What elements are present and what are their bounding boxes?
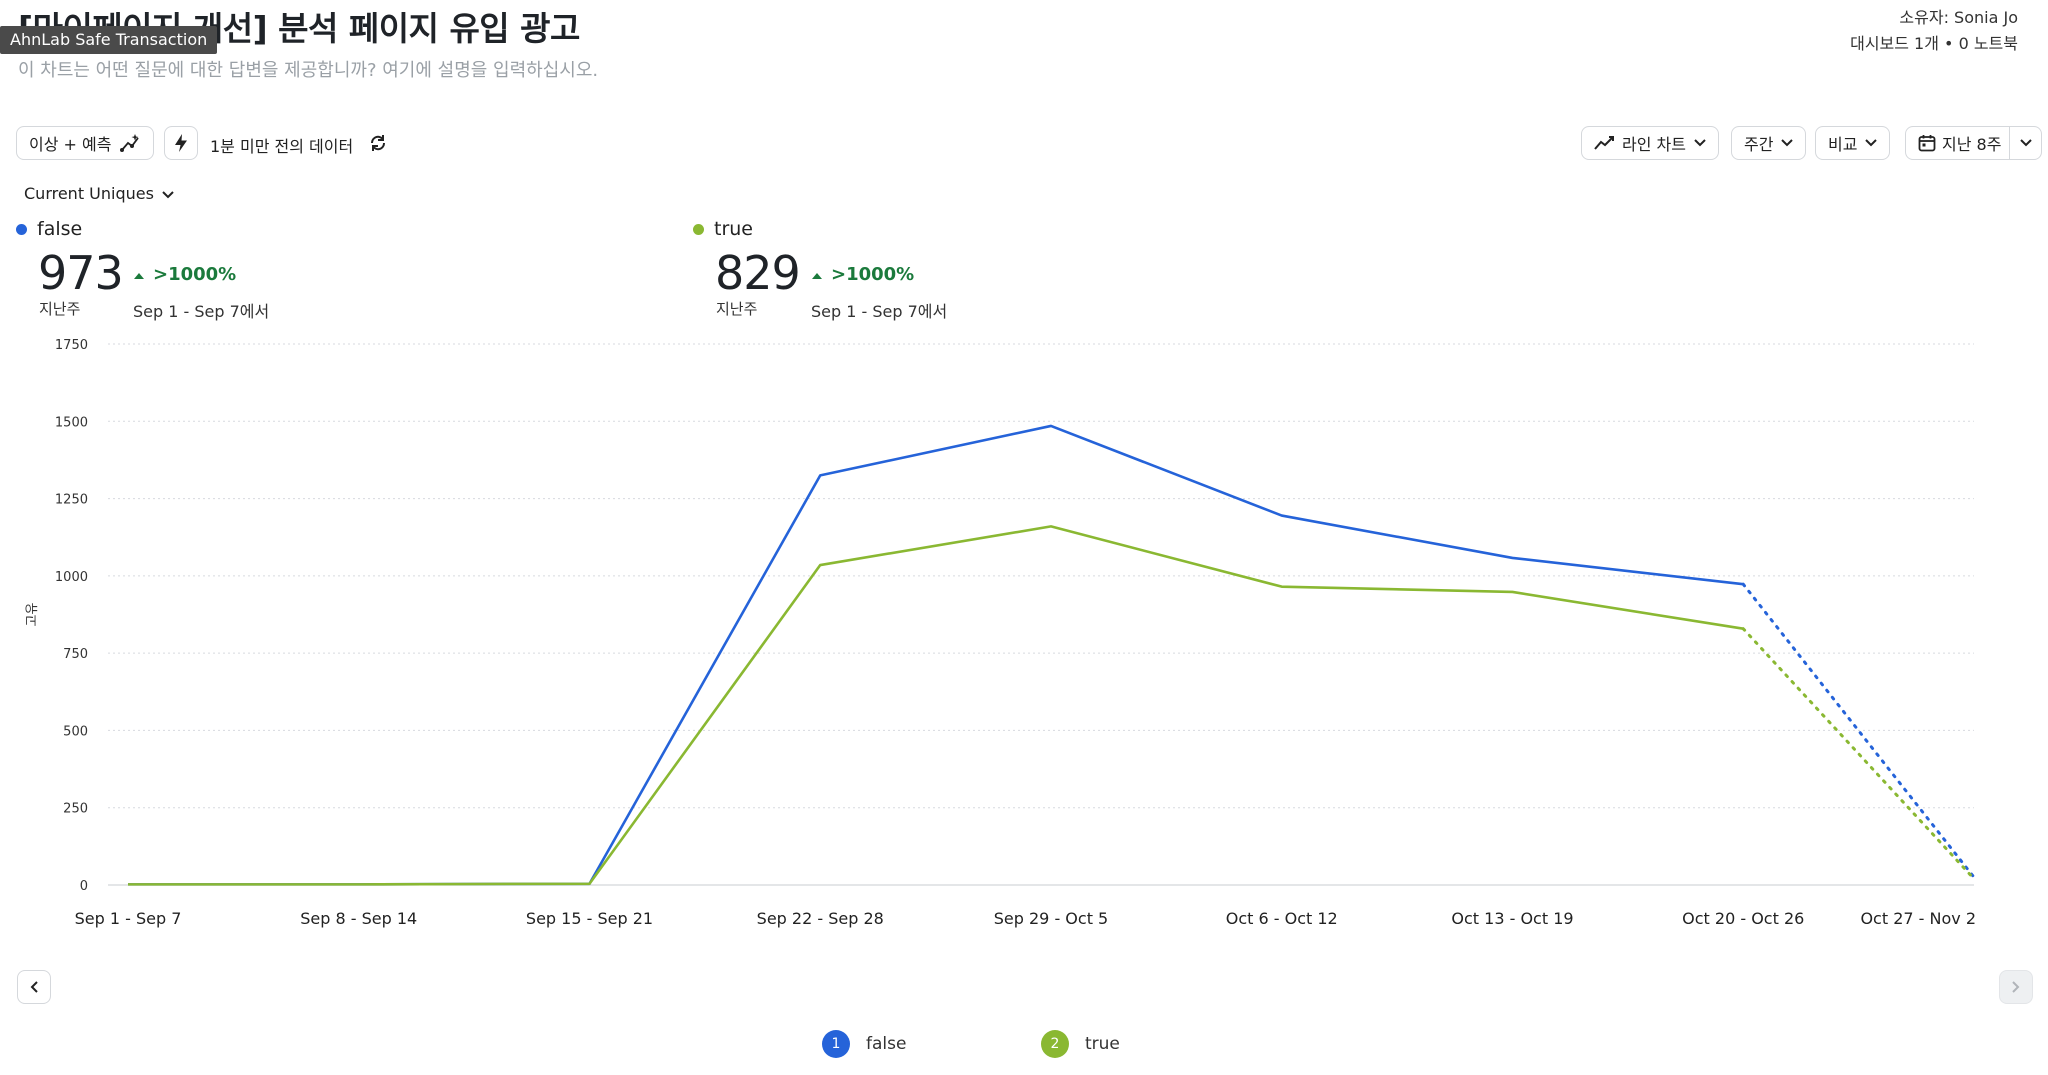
x-tick-label: Sep 22 - Sep 28	[757, 909, 884, 928]
chevron-down-icon	[1694, 139, 1706, 147]
triangle-up-icon	[811, 264, 823, 285]
chevron-left-icon	[30, 978, 38, 997]
line-chart[interactable]: 0 250 500 750 1000 1250 1500 1750 고유 Sep 1 - Sep …	[0, 320, 2048, 940]
series-color-dot	[16, 223, 27, 235]
metric-selector[interactable]: Current Uniques	[24, 184, 174, 203]
chart-type-label: 라인 차트	[1622, 135, 1686, 154]
data-freshness: 1분 미만 전의 데이터	[210, 137, 354, 156]
x-tick-label: Oct 20 - Oct 26	[1682, 909, 1804, 928]
summary-change: >1000%	[811, 264, 914, 285]
x-tick-label: Oct 27 - Nov 2	[1860, 909, 1976, 928]
x-tick-label: Sep 8 - Sep 14	[300, 909, 417, 928]
y-tick-label: 750	[63, 647, 88, 662]
series-line-true	[128, 525, 1744, 886]
date-range-label: 지난 8주	[1942, 135, 2002, 154]
y-tick-label: 0	[80, 879, 88, 894]
chevron-down-icon	[162, 184, 174, 203]
x-tick-label: Oct 6 - Oct 12	[1226, 909, 1338, 928]
series-line-partial-false	[1741, 582, 1976, 879]
series-line-partial-true	[1741, 627, 1976, 881]
summary-change-value: >1000%	[153, 264, 237, 285]
lightning-button[interactable]	[164, 126, 198, 160]
series-color-dot	[693, 223, 704, 235]
chart-type-dropdown[interactable]: 라인 차트	[1581, 126, 1719, 160]
extension-tooltip: AhnLab Safe Transaction	[0, 26, 218, 54]
refresh-icon[interactable]	[366, 131, 390, 155]
line-chart-icon	[1594, 135, 1614, 151]
chevron-down-icon	[1865, 139, 1878, 147]
y-tick-label: 1500	[55, 415, 88, 430]
y-tick-label: 500	[63, 724, 88, 739]
summary-change-value: >1000%	[831, 264, 915, 285]
dashboard-meta[interactable]: 대시보드 1개 • 0 노트북	[1850, 34, 2018, 53]
next-page-button[interactable]	[1999, 970, 2033, 1004]
anomaly-forecast-button[interactable]: 이상 + 예측	[16, 126, 155, 160]
summary-period: 지난주	[716, 300, 758, 318]
y-tick-label: 1750	[55, 338, 88, 353]
chart-description[interactable]: 이 차트는 어떤 질문에 대한 답변을 제공합니까? 여기에 설명을 입력하십시…	[18, 60, 599, 81]
legend-index: 1	[822, 1030, 850, 1058]
triangle-up-icon	[133, 264, 145, 285]
interval-dropdown[interactable]: 주간	[1731, 126, 1807, 160]
summary-compare: Sep 1 - Sep 7에서	[133, 302, 270, 321]
x-tick-label: Oct 13 - Oct 19	[1451, 909, 1573, 928]
summary-compare: Sep 1 - Sep 7에서	[811, 302, 948, 321]
y-tick-label: 1000	[55, 570, 88, 585]
summary-series-false[interactable]: false	[16, 218, 82, 240]
summary-value: 973	[38, 246, 124, 300]
lightning-icon	[173, 133, 189, 153]
chevron-down-icon	[1781, 139, 1794, 147]
y-tick-label: 250	[63, 802, 88, 817]
summary-change: >1000%	[133, 264, 236, 285]
compare-label: 비교	[1828, 135, 1858, 154]
date-range-dropdown[interactable]: 지난 8주	[1905, 126, 2043, 160]
legend-item-true[interactable]: 2 true	[1041, 1030, 1120, 1058]
chevron-right-icon	[2012, 978, 2020, 997]
x-tick-label: Sep 15 - Sep 21	[526, 909, 653, 928]
x-tick-label: Sep 1 - Sep 7	[75, 909, 182, 928]
anomaly-forecast-label: 이상 + 예측	[29, 135, 112, 154]
summary-value: 829	[715, 246, 801, 300]
prev-page-button[interactable]	[17, 970, 51, 1004]
owner-label[interactable]: 소유자: Sonia Jo	[1899, 8, 2018, 27]
calendar-icon	[1918, 134, 1936, 152]
y-axis-label: 고유	[25, 603, 40, 627]
interval-label: 주간	[1744, 135, 1774, 154]
legend-index: 2	[1041, 1030, 1069, 1058]
legend-label: true	[1085, 1034, 1120, 1054]
sparkle-chart-icon	[119, 132, 141, 154]
y-tick-label: 1250	[55, 493, 88, 508]
compare-dropdown[interactable]: 비교	[1815, 126, 1891, 160]
legend-label: false	[866, 1034, 907, 1054]
x-tick-label: Sep 29 - Oct 5	[994, 909, 1108, 928]
legend-item-false[interactable]: 1 false	[822, 1030, 906, 1058]
chevron-down-icon[interactable]	[2009, 127, 2041, 159]
series-line-false	[128, 424, 1744, 886]
summary-period: 지난주	[39, 300, 81, 318]
metric-selector-label: Current Uniques	[24, 184, 154, 203]
summary-series-true[interactable]: true	[693, 218, 753, 240]
summary-series-name: true	[714, 218, 753, 240]
summary-series-name: false	[37, 218, 83, 240]
